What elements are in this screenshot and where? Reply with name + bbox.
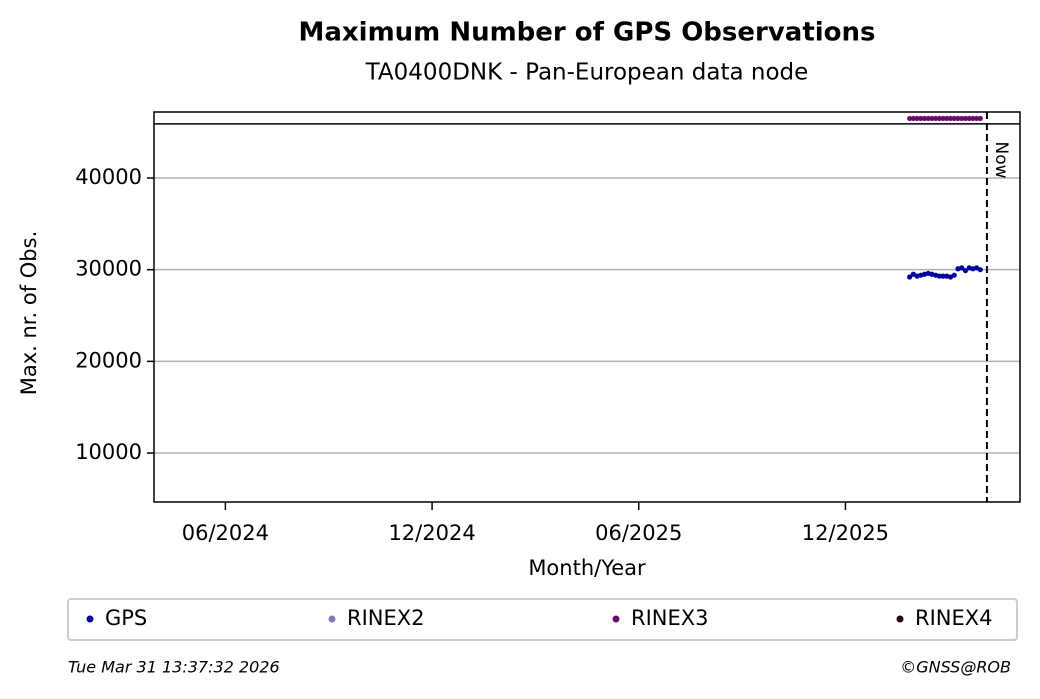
footer-right: ©GNSS@ROB xyxy=(900,658,1011,677)
plot-frame xyxy=(153,111,1021,503)
legend-label: RINEX2 xyxy=(347,606,425,630)
legend-marker xyxy=(612,615,620,623)
data-point xyxy=(914,115,920,122)
y-tick-label: 10000 xyxy=(75,440,142,464)
data-point xyxy=(970,115,976,122)
data-point xyxy=(907,115,913,122)
legend-label: RINEX3 xyxy=(631,606,709,630)
data-point xyxy=(977,115,983,122)
chart-subtitle: TA0400DNK - Pan-European data node xyxy=(365,60,809,86)
data-point xyxy=(929,115,935,122)
data-point xyxy=(907,274,913,280)
data-point xyxy=(918,115,924,122)
y-tick-label: 30000 xyxy=(75,257,142,281)
legend-label: GPS xyxy=(105,606,147,630)
data-point xyxy=(940,273,946,279)
data-point xyxy=(962,115,969,122)
data-point xyxy=(947,115,954,122)
data-point xyxy=(973,115,980,122)
data-point xyxy=(936,273,942,279)
y-axis-label: Max. nr. of Obs. xyxy=(17,231,41,396)
data-point xyxy=(925,115,931,122)
x-tick-label: 12/2025 xyxy=(802,521,889,545)
data-point xyxy=(910,115,916,122)
y-tick-label: 20000 xyxy=(75,348,142,372)
chart-title: Maximum Number of GPS Observations xyxy=(298,18,875,48)
data-point xyxy=(962,268,969,274)
x-tick-label: 06/2025 xyxy=(595,521,682,545)
data-point xyxy=(959,265,965,271)
data-point xyxy=(977,267,983,273)
x-axis-label: Month/Year xyxy=(528,556,646,580)
x-tick-label: 12/2024 xyxy=(388,521,475,545)
y-tick-label: 40000 xyxy=(75,165,142,189)
data-point xyxy=(940,115,946,122)
data-point xyxy=(951,115,957,122)
legend-box xyxy=(67,598,1018,641)
legend-marker xyxy=(328,615,336,623)
data-point xyxy=(959,115,965,122)
data-point xyxy=(955,115,961,122)
data-point xyxy=(936,115,942,122)
now-label: Now xyxy=(991,141,1011,178)
x-tick-label: 06/2024 xyxy=(182,521,269,545)
data-point xyxy=(966,115,972,122)
legend-marker xyxy=(896,615,904,623)
data-point xyxy=(933,115,939,122)
legend-marker xyxy=(86,615,94,623)
data-point xyxy=(951,272,957,278)
legend-label: RINEX4 xyxy=(915,606,993,630)
data-point xyxy=(921,115,928,122)
footer-left: Tue Mar 31 13:37:32 2026 xyxy=(68,658,280,677)
data-point xyxy=(944,115,950,122)
